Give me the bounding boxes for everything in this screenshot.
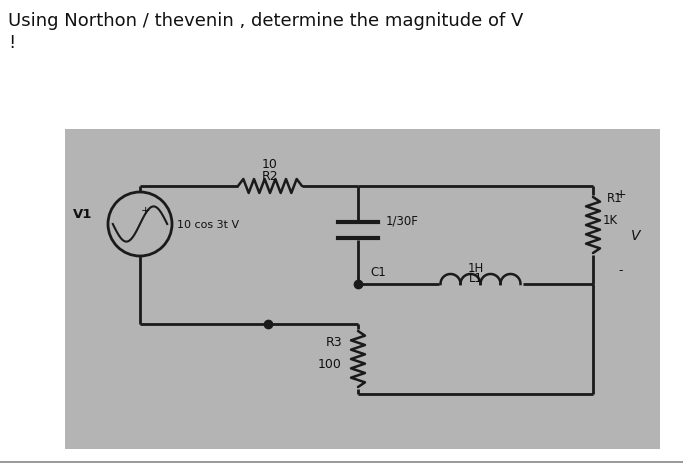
Text: V: V [631, 228, 641, 242]
Text: 1K: 1K [603, 214, 618, 227]
Text: Using Northon / thevenin , determine the magnitude of V: Using Northon / thevenin , determine the… [8, 12, 523, 30]
Bar [65, 130, 660, 449]
Text: V1: V1 [72, 208, 92, 221]
Text: +: + [615, 187, 626, 200]
Text: R3: R3 [325, 335, 342, 348]
Text: R2: R2 [262, 169, 278, 182]
Text: C1: C1 [370, 266, 386, 279]
Text: R1: R1 [607, 192, 623, 205]
Text: 1H: 1H [467, 262, 484, 275]
Text: 100: 100 [318, 358, 342, 371]
Text: +: + [140, 206, 150, 216]
Text: L1: L1 [469, 272, 482, 285]
Text: -: - [619, 264, 624, 277]
Text: 10 cos 3t V: 10 cos 3t V [177, 219, 239, 229]
Text: 1/30F: 1/30F [386, 214, 419, 227]
Text: !: ! [8, 34, 15, 52]
Text: 10: 10 [262, 158, 278, 171]
